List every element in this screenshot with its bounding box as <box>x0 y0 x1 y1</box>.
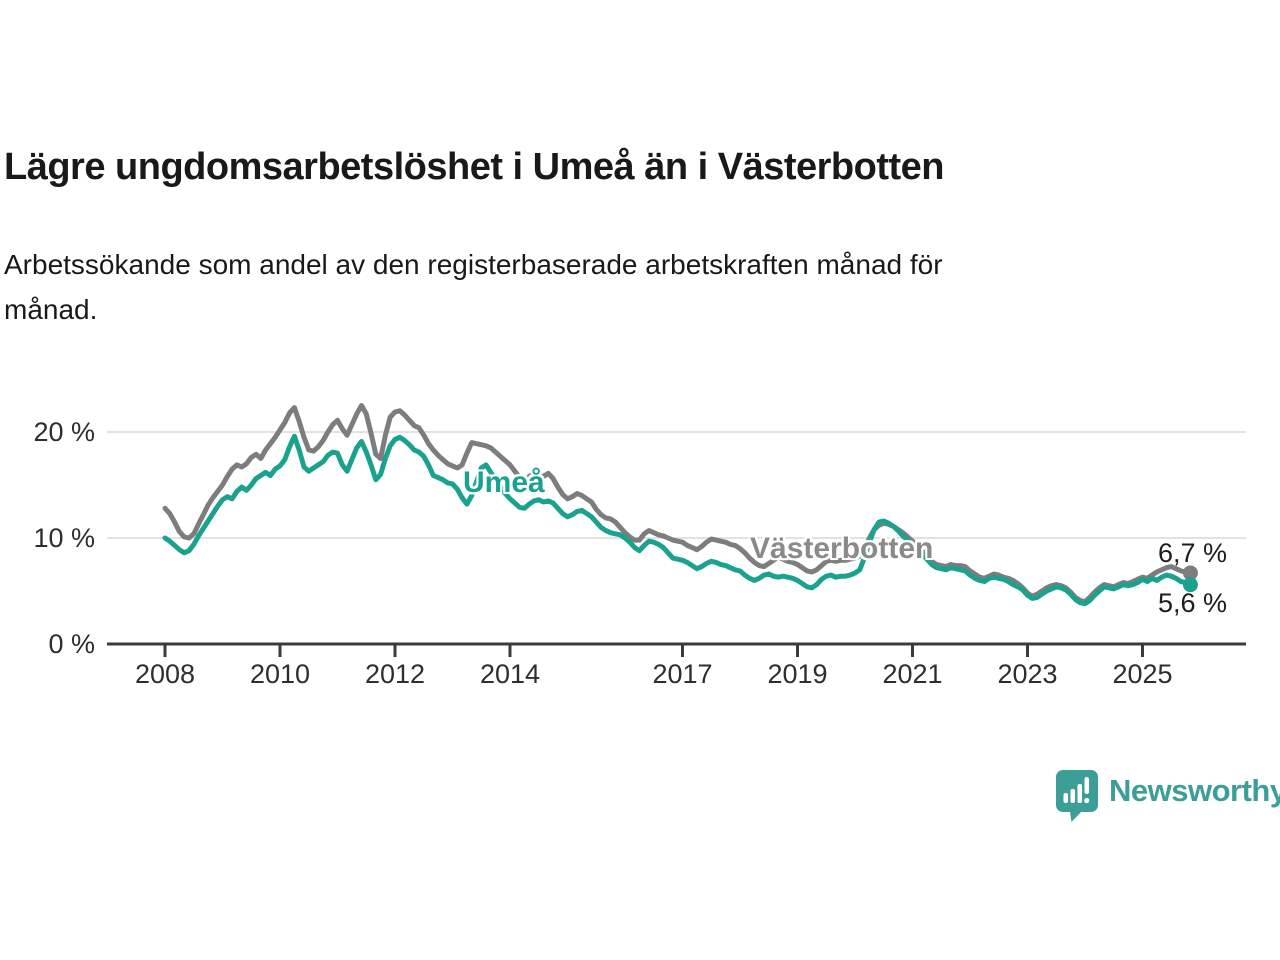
series-end-dot-ume <box>1182 577 1198 593</box>
x-tick-label: 2017 <box>652 659 713 689</box>
series-line-vsterbotten <box>162 403 1193 605</box>
x-tick-label: 2019 <box>767 659 828 689</box>
y-tick-label: 20 % <box>33 417 95 447</box>
newsworthy-logo[interactable]: Newsworthy <box>1056 770 1280 827</box>
newsworthy-bubble-chart-icon <box>1056 770 1098 827</box>
chart-subtitle-line-1: Arbetssökande som andel av den registerb… <box>4 249 943 280</box>
series-label-umea: Umeå <box>463 466 545 499</box>
x-tick-label: 2021 <box>882 659 943 689</box>
x-tick-label: 2025 <box>1112 659 1173 689</box>
x-tick-label: 2023 <box>997 659 1058 689</box>
x-tick-label: 2010 <box>249 659 311 689</box>
x-tick-label: 2008 <box>134 659 196 689</box>
end-value-label-umea: 5,6 % <box>1157 588 1227 618</box>
chart-subtitle: Arbetssökande som andel av den registerb… <box>4 242 1224 332</box>
chart-subtitle-line-2: månad. <box>4 294 98 325</box>
y-tick-label: 0 % <box>48 629 95 659</box>
series-end-dot-vsterbotten <box>1182 565 1198 581</box>
series-line-ume <box>162 433 1193 607</box>
chart-title: Lägre ungdomsarbetslöshet i Umeå än i Vä… <box>4 146 945 188</box>
series-label-vasterbotten: Västerbotten <box>750 532 934 565</box>
end-value-label-vasterbotten: 6,7 % <box>1157 538 1227 568</box>
x-tick-label: 2012 <box>364 659 426 689</box>
newsworthy-logo-text: Newsworthy <box>1109 773 1280 808</box>
y-tick-label: 10 % <box>33 523 95 553</box>
x-tick-label: 2014 <box>479 659 541 689</box>
